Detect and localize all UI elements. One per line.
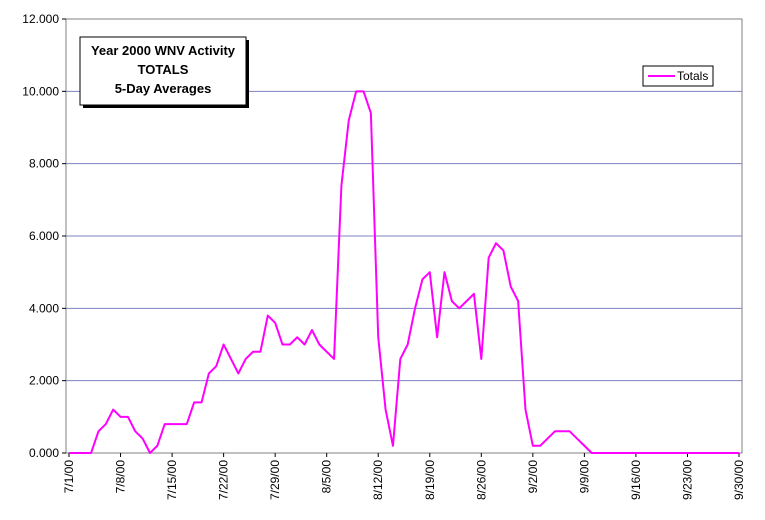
- x-tick-label: 9/23/00: [680, 460, 694, 500]
- legend: Totals: [642, 65, 714, 87]
- legend-label: Totals: [677, 69, 708, 83]
- y-tick-label: 8.000: [29, 157, 59, 171]
- x-tick-label: 7/8/00: [114, 460, 128, 494]
- chart-title-line-2: TOTALS: [138, 62, 189, 77]
- y-tick-label: 6.000: [29, 229, 59, 243]
- x-tick-label: 8/26/00: [474, 460, 488, 500]
- y-tick-label: 4.000: [29, 301, 59, 315]
- series-layer: [69, 90, 739, 454]
- x-tick-label: 7/1/00: [62, 460, 76, 494]
- x-tick-label: 7/22/00: [217, 460, 231, 500]
- chart-title-box: Year 2000 WNV Activity TOTALS 5-Day Aver…: [79, 36, 249, 108]
- y-tick-label: 0.000: [29, 446, 59, 460]
- y-tick-label: 10.000: [22, 84, 59, 98]
- y-axis-tick-labels: 0.000 2.000 4.000 6.000 8.000 10.000 12.000: [22, 12, 66, 460]
- x-tick-label: 8/12/00: [371, 460, 385, 500]
- x-tick-label: 9/16/00: [629, 460, 643, 500]
- chart-title-line-3: 5-Day Averages: [115, 81, 212, 96]
- y-tick-label: 2.000: [29, 374, 59, 388]
- x-tick-label: 9/2/00: [526, 460, 540, 494]
- x-tick-label: 7/15/00: [165, 460, 179, 500]
- x-axis-tick-labels: 7/1/00 7/8/00 7/15/00 7/22/00 7/29/00 8/5/00 8…: [62, 453, 746, 500]
- chart-title-line-1: Year 2000 WNV Activity: [91, 43, 236, 58]
- x-tick-label: 9/30/00: [732, 460, 746, 500]
- x-tick-label: 9/9/00: [577, 460, 591, 494]
- x-tick-label: 8/19/00: [423, 460, 437, 500]
- x-tick-label: 8/5/00: [320, 460, 334, 494]
- y-tick-label: 12.000: [22, 12, 59, 26]
- x-tick-label: 7/29/00: [268, 460, 282, 500]
- series-line-totals: [69, 90, 739, 454]
